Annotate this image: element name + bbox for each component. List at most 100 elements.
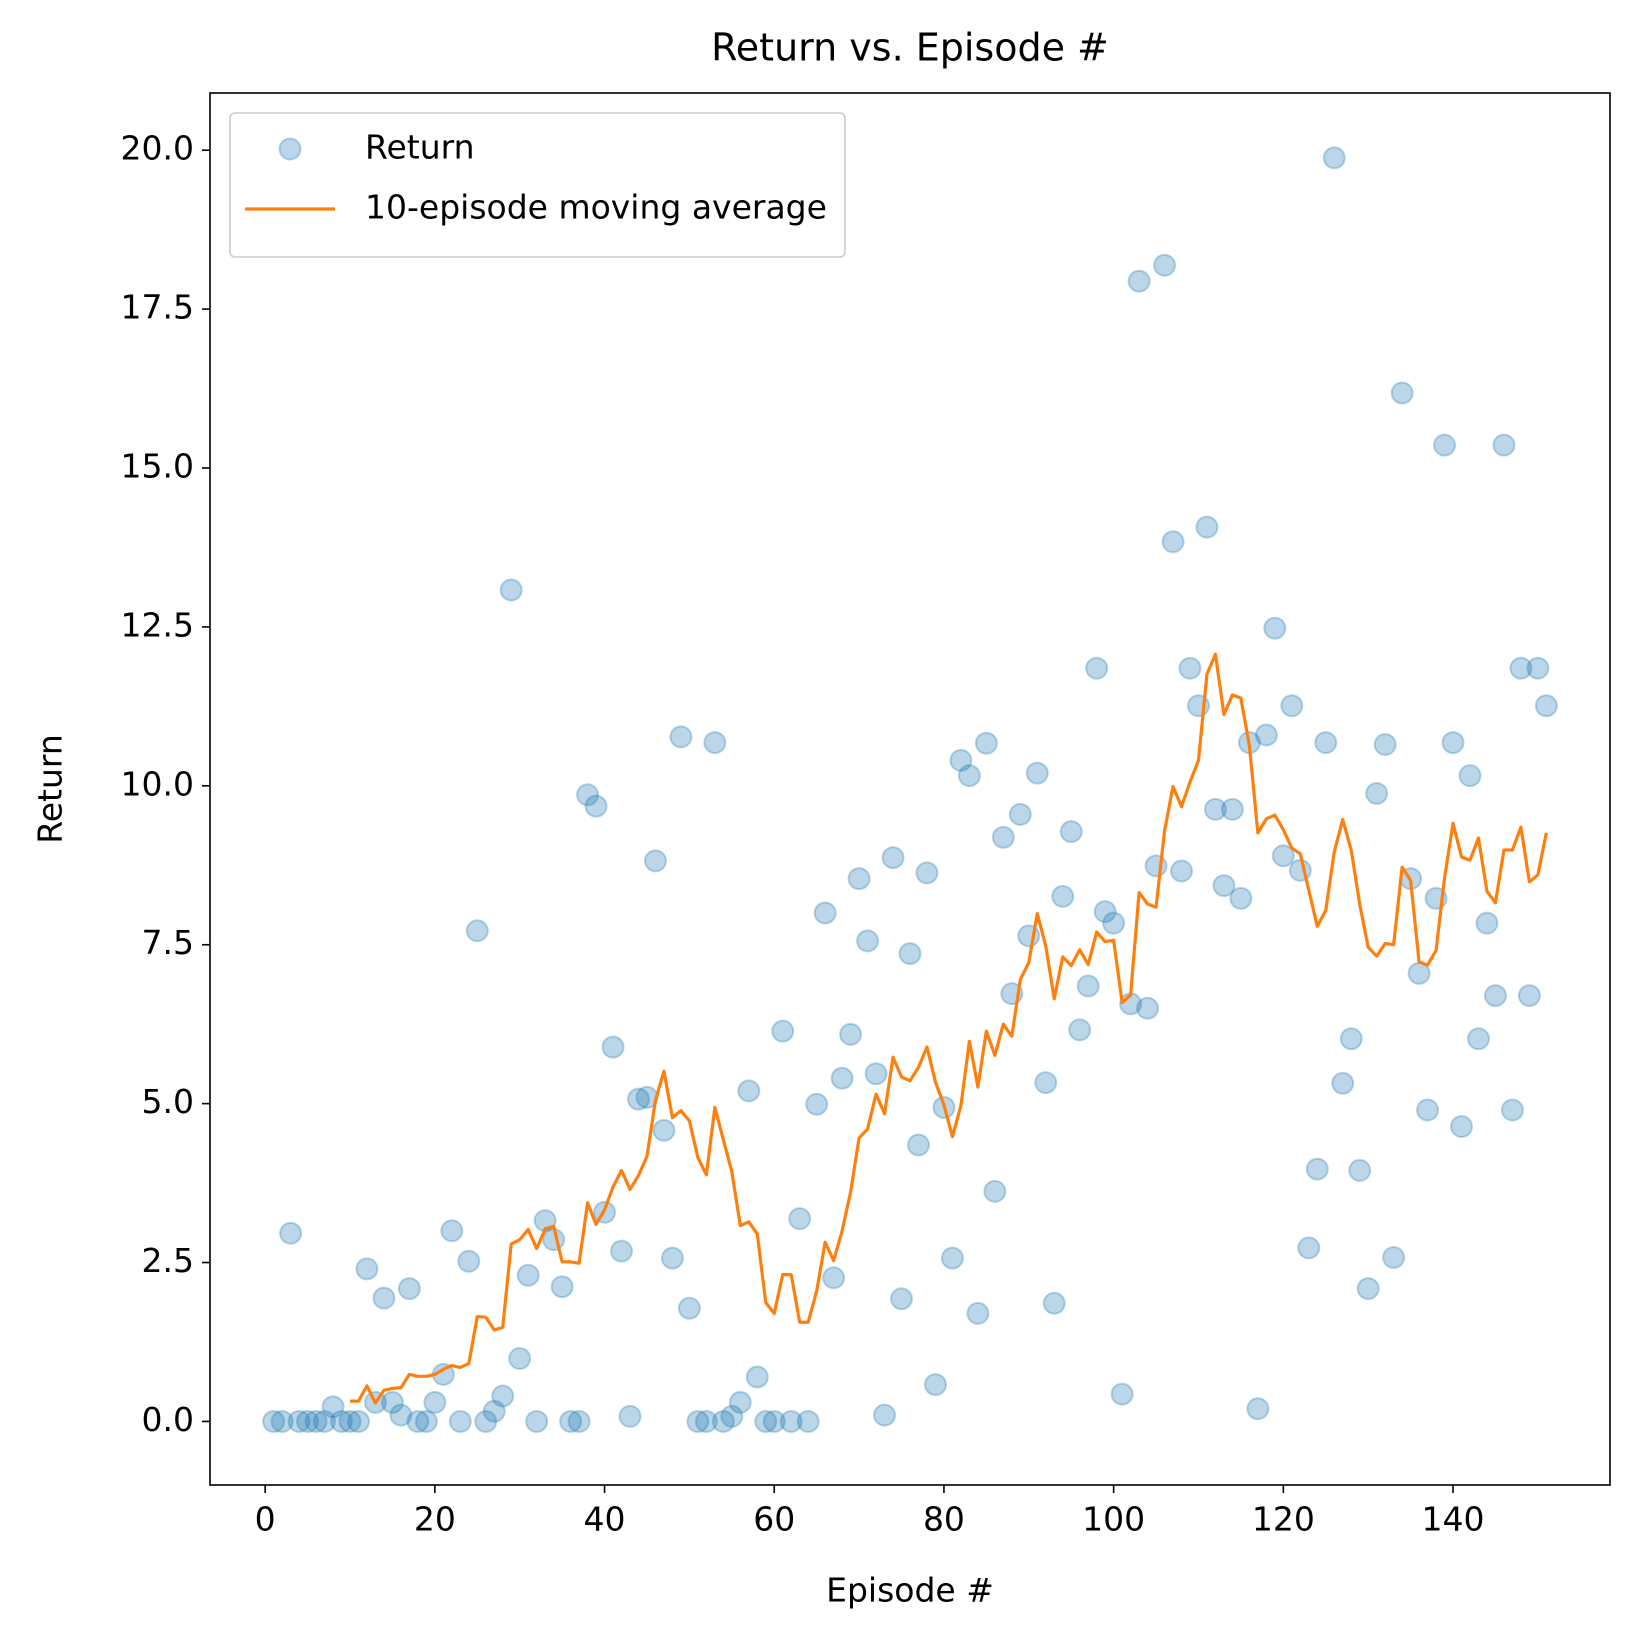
point <box>1170 859 1194 883</box>
point <box>1110 1382 1134 1406</box>
point <box>559 1409 583 1433</box>
point <box>1093 900 1117 924</box>
point <box>1339 1027 1363 1051</box>
point <box>737 1079 761 1103</box>
point <box>1153 253 1177 277</box>
legend-box <box>229 112 846 258</box>
point <box>856 929 880 953</box>
point <box>728 1390 752 1414</box>
x-tick-label: 20 <box>414 1500 456 1539</box>
point <box>1305 1157 1329 1181</box>
point <box>881 846 905 870</box>
x-tick-label: 40 <box>584 1500 626 1539</box>
y-tick-label: 20.0 <box>121 129 194 168</box>
y-tick-label: 0.0 <box>142 1400 194 1439</box>
point <box>550 1275 574 1299</box>
point <box>915 861 939 885</box>
point <box>372 1286 396 1310</box>
point <box>1076 974 1100 998</box>
point <box>1526 656 1550 680</box>
point <box>1475 911 1499 935</box>
point <box>1416 1098 1440 1122</box>
point <box>1034 1071 1058 1095</box>
point <box>1390 381 1414 405</box>
point <box>1534 694 1558 718</box>
point <box>1102 911 1126 935</box>
point <box>610 1239 634 1263</box>
x-tick-label: 120 <box>1252 1500 1315 1539</box>
point <box>618 1404 642 1428</box>
point <box>474 1409 498 1433</box>
x-tick-label: 0 <box>255 1500 276 1539</box>
point <box>321 1395 345 1419</box>
x-tick-label: 60 <box>753 1500 795 1539</box>
point <box>1450 1115 1474 1139</box>
point <box>338 1409 362 1433</box>
point <box>898 942 922 966</box>
point <box>652 1118 676 1142</box>
point <box>847 867 871 891</box>
y-tick-label: 7.5 <box>142 923 194 962</box>
point <box>1297 1236 1321 1260</box>
point <box>711 1409 735 1433</box>
point <box>660 1246 684 1270</box>
point <box>1220 797 1244 821</box>
point <box>1263 616 1287 640</box>
point <box>448 1409 472 1433</box>
point <box>397 1277 421 1301</box>
point <box>499 578 523 602</box>
y-tick-label: 5.0 <box>142 1082 194 1121</box>
point <box>966 1301 990 1325</box>
point <box>1008 802 1032 826</box>
point <box>839 1022 863 1046</box>
point <box>1059 820 1083 844</box>
point <box>1483 984 1507 1008</box>
point <box>957 764 981 788</box>
point <box>516 1263 540 1287</box>
point <box>1136 996 1160 1020</box>
point <box>414 1409 438 1433</box>
x-tick-label: 100 <box>1082 1500 1145 1539</box>
point <box>313 1409 337 1433</box>
y-tick-label: 12.5 <box>121 605 194 644</box>
point <box>1458 764 1482 788</box>
point <box>287 1409 311 1433</box>
point <box>873 1403 897 1427</box>
point <box>1466 1027 1490 1051</box>
point <box>304 1409 328 1433</box>
point <box>1433 433 1457 457</box>
point <box>601 1035 625 1059</box>
point <box>745 1365 769 1389</box>
point <box>1492 433 1516 457</box>
point <box>1254 723 1278 747</box>
point <box>677 1296 701 1320</box>
x-tick-label: 140 <box>1422 1500 1485 1539</box>
point <box>1178 656 1202 680</box>
point <box>703 731 727 755</box>
point <box>1517 984 1541 1008</box>
point <box>584 794 608 818</box>
x-tick-label: 80 <box>923 1500 965 1539</box>
legend: Return 10-episode moving average <box>229 112 846 258</box>
x-axis-label: Episode # <box>826 1571 994 1610</box>
point <box>1025 761 1049 785</box>
point <box>262 1409 286 1433</box>
point <box>1195 515 1219 539</box>
point <box>567 1409 591 1433</box>
point <box>1212 874 1236 898</box>
point <box>1068 1018 1092 1042</box>
chart-title: Return vs. Episode # <box>711 26 1109 70</box>
point <box>779 1409 803 1433</box>
point <box>813 901 837 925</box>
legend-marker <box>278 137 302 161</box>
point <box>1500 1098 1524 1122</box>
point <box>576 783 600 807</box>
point <box>1085 656 1109 680</box>
y-tick-label: 10.0 <box>121 764 194 803</box>
point <box>822 1266 846 1290</box>
point <box>754 1409 778 1433</box>
point <box>805 1092 829 1116</box>
point <box>1288 858 1312 882</box>
point <box>1356 1277 1380 1301</box>
